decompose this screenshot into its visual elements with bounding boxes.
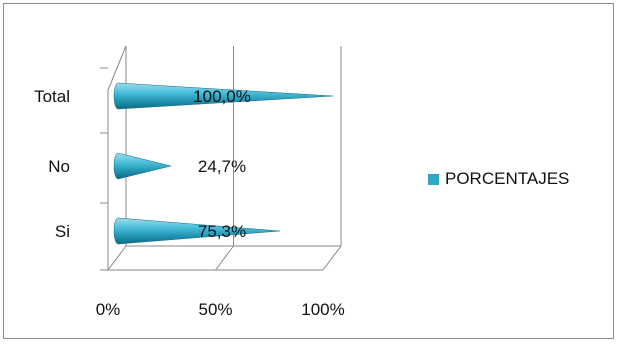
bar-total <box>113 82 334 110</box>
y-tick-label: No <box>48 157 70 176</box>
x-tick-label: 100% <box>301 300 344 319</box>
y-tick-label: Si <box>55 222 70 241</box>
y-axis-top-edge <box>107 45 127 91</box>
data-label: 100,0% <box>193 87 251 106</box>
data-label: 24,7% <box>198 157 246 176</box>
floor-gridline <box>215 245 234 271</box>
legend: PORCENTAJES <box>428 167 569 191</box>
chart-frame <box>3 3 614 339</box>
x-tick-label: 50% <box>198 300 232 319</box>
floor-gridline <box>107 245 127 271</box>
x-tick-label: 0% <box>96 300 121 319</box>
bar-si <box>113 217 280 245</box>
data-label: 75,3% <box>198 222 246 241</box>
floor-gridline <box>322 245 342 271</box>
y-tick-label: Total <box>34 87 70 106</box>
legend-swatch <box>428 173 439 185</box>
legend-label: PORCENTAJES <box>445 169 570 188</box>
bar-no <box>113 152 172 180</box>
